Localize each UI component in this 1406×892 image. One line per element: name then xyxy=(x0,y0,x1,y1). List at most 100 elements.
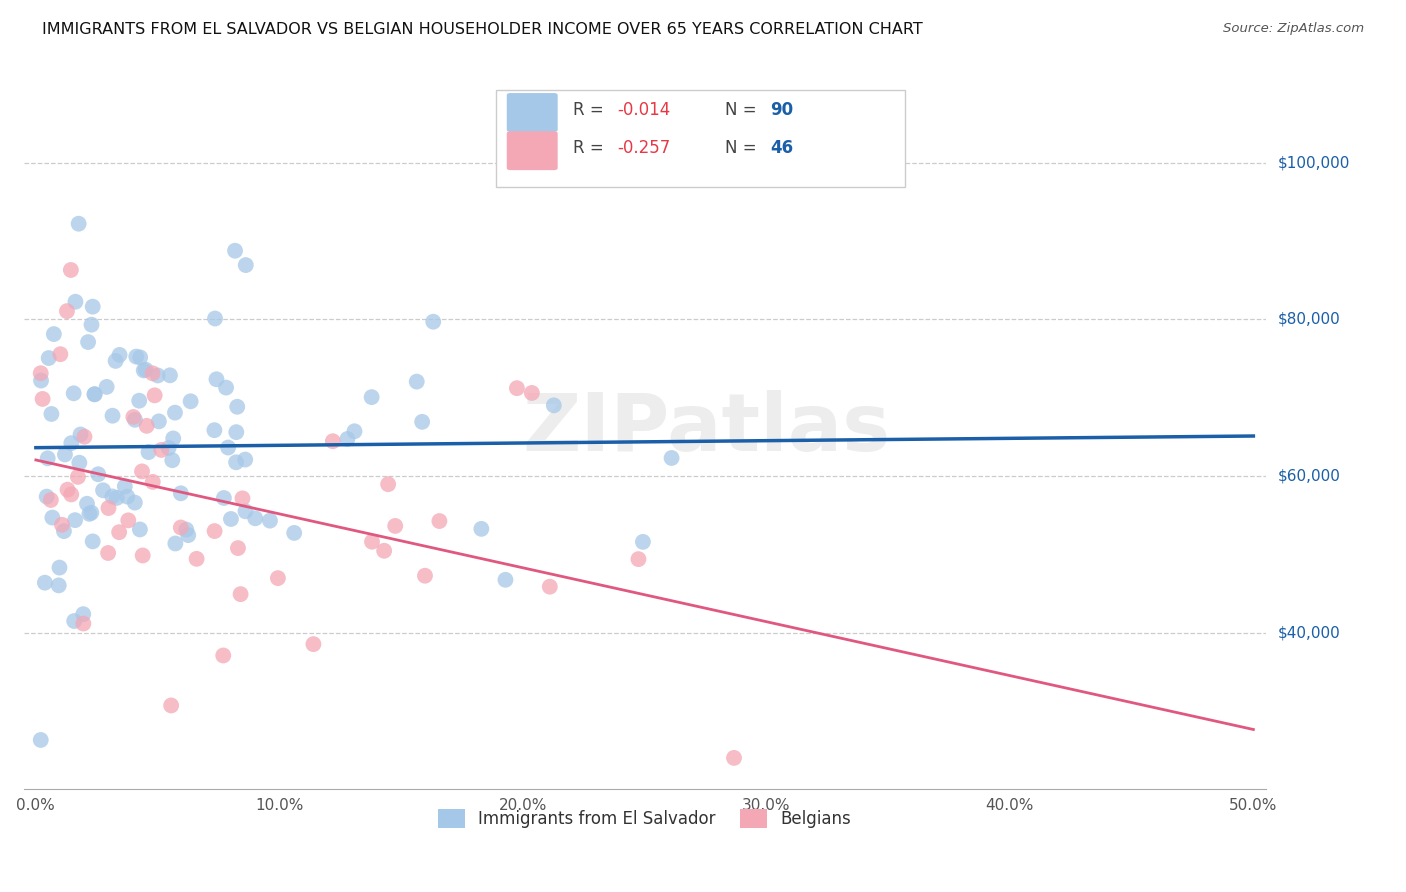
Point xyxy=(212,491,235,505)
Point xyxy=(34,575,56,590)
Text: R =: R = xyxy=(572,139,609,157)
Point xyxy=(163,406,186,420)
Point xyxy=(377,477,399,491)
Text: $60,000: $60,000 xyxy=(1278,468,1341,483)
Point xyxy=(117,490,139,504)
Point xyxy=(129,523,152,537)
Point xyxy=(302,637,325,651)
Point xyxy=(148,414,170,428)
Point xyxy=(723,751,745,765)
Point xyxy=(235,504,257,518)
Point xyxy=(105,491,128,505)
Point xyxy=(165,536,187,550)
Point xyxy=(245,511,267,525)
Point xyxy=(97,546,120,560)
Point xyxy=(49,347,72,361)
Point xyxy=(53,447,76,461)
Point xyxy=(114,479,136,493)
Point xyxy=(204,311,226,326)
Point xyxy=(143,388,166,402)
Point xyxy=(76,497,98,511)
Point xyxy=(48,560,70,574)
Point xyxy=(494,573,516,587)
FancyBboxPatch shape xyxy=(495,90,905,187)
Point xyxy=(72,616,94,631)
Point xyxy=(142,475,165,489)
Text: $100,000: $100,000 xyxy=(1278,155,1350,170)
Point xyxy=(37,451,59,466)
Point xyxy=(322,434,344,449)
FancyBboxPatch shape xyxy=(506,93,558,132)
Point xyxy=(411,415,433,429)
Point xyxy=(31,392,53,406)
Point xyxy=(470,522,492,536)
Point xyxy=(225,455,247,469)
Point xyxy=(217,441,239,455)
Point xyxy=(231,491,253,506)
Point xyxy=(224,244,246,258)
Text: $80,000: $80,000 xyxy=(1278,311,1341,326)
Point xyxy=(150,442,173,457)
Point xyxy=(429,514,451,528)
Point xyxy=(63,614,86,628)
Point xyxy=(101,409,124,423)
Point xyxy=(506,381,529,395)
Point xyxy=(56,483,79,497)
Point xyxy=(124,495,146,509)
Point xyxy=(138,445,160,459)
Point xyxy=(142,367,165,381)
Point xyxy=(170,520,193,534)
Point xyxy=(283,525,305,540)
Point xyxy=(129,351,152,365)
Point xyxy=(82,300,104,314)
Point xyxy=(520,386,543,401)
Point xyxy=(66,470,89,484)
Point xyxy=(373,543,395,558)
Point xyxy=(30,374,52,388)
Point xyxy=(83,387,105,401)
Point xyxy=(97,501,120,516)
Point xyxy=(52,524,75,538)
Point xyxy=(159,368,181,383)
Legend: Immigrants from El Salvador, Belgians: Immigrants from El Salvador, Belgians xyxy=(432,803,858,835)
Point xyxy=(384,519,406,533)
Point xyxy=(77,334,100,349)
Point xyxy=(233,452,256,467)
Point xyxy=(67,456,90,470)
Point xyxy=(30,733,52,747)
Point xyxy=(177,528,200,542)
Point xyxy=(170,486,193,500)
Point xyxy=(42,327,65,342)
Text: ZIPatlas: ZIPatlas xyxy=(523,390,891,468)
Point xyxy=(125,350,148,364)
Point xyxy=(82,534,104,549)
Point xyxy=(131,549,153,563)
Point xyxy=(538,580,561,594)
Point xyxy=(259,514,281,528)
Point xyxy=(67,217,90,231)
Point xyxy=(108,348,131,362)
Text: -0.014: -0.014 xyxy=(617,102,671,120)
Point xyxy=(30,366,52,380)
Point xyxy=(62,386,84,401)
Point xyxy=(162,453,184,467)
Point xyxy=(79,507,101,521)
Point xyxy=(135,362,157,376)
Point xyxy=(59,263,82,277)
Point xyxy=(41,510,63,524)
Point xyxy=(80,318,103,332)
Point xyxy=(146,368,169,383)
Point xyxy=(360,390,382,404)
Point xyxy=(35,490,58,504)
Point xyxy=(405,375,427,389)
Point xyxy=(174,523,197,537)
Point xyxy=(226,541,249,555)
Point xyxy=(225,425,247,439)
Point xyxy=(73,430,96,444)
Point xyxy=(60,487,83,501)
Point xyxy=(91,483,114,498)
Point xyxy=(186,551,208,566)
Point xyxy=(135,418,157,433)
Point xyxy=(72,607,94,622)
Point xyxy=(661,450,683,465)
